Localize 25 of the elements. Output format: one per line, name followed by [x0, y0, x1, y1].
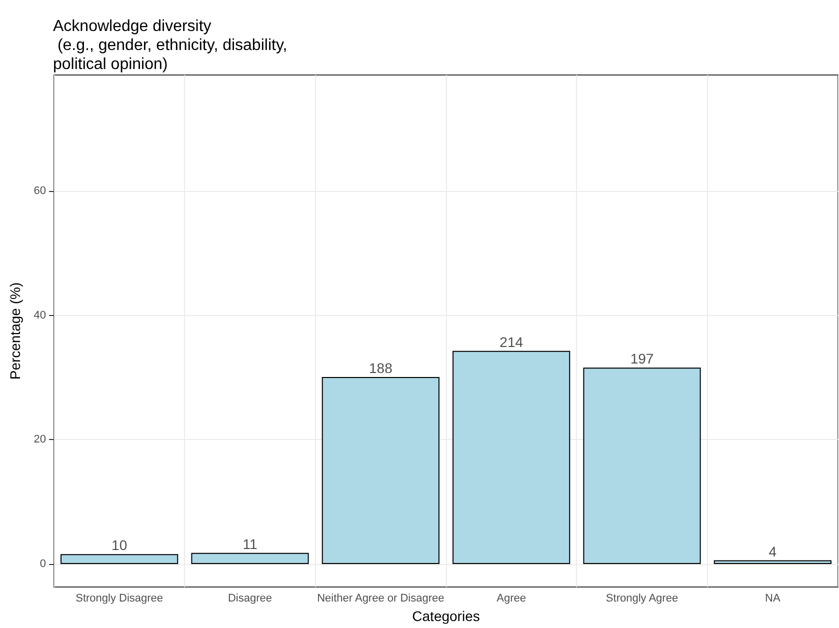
- x-tick-label: Strongly Disagree: [76, 592, 164, 604]
- annotation: 214: [500, 334, 524, 350]
- y-axis-title: Percentage (%): [7, 282, 23, 380]
- x-tick-label: NA: [765, 592, 781, 604]
- x-axis-title: Categories: [412, 608, 480, 624]
- y-tick-label: 0: [40, 558, 46, 570]
- bar: [583, 368, 701, 564]
- annotation: 4: [768, 543, 777, 560]
- bar: [60, 554, 178, 564]
- annotation: 197: [630, 350, 654, 367]
- annotation: 10: [112, 537, 128, 554]
- x-tick-label: Disagree: [228, 592, 272, 604]
- x-tick-label: Agree: [496, 592, 526, 604]
- bar: [191, 552, 309, 564]
- bar: [452, 350, 570, 564]
- x-tick-label: Neither Agree or Disagree: [317, 592, 444, 604]
- chart-title: Acknowledge diversity (e.g., gender, ethnicity, disability, political opinion): [53, 18, 288, 73]
- y-tick-label: 60: [34, 185, 46, 198]
- bar: [322, 376, 440, 564]
- annotation: 188: [368, 360, 393, 376]
- x-tick-label: Strongly Agree: [606, 592, 678, 604]
- bar: [714, 560, 832, 564]
- annotation: 11: [242, 536, 258, 552]
- y-tick-label: 40: [34, 309, 46, 322]
- y-tick-label: 20: [34, 434, 46, 446]
